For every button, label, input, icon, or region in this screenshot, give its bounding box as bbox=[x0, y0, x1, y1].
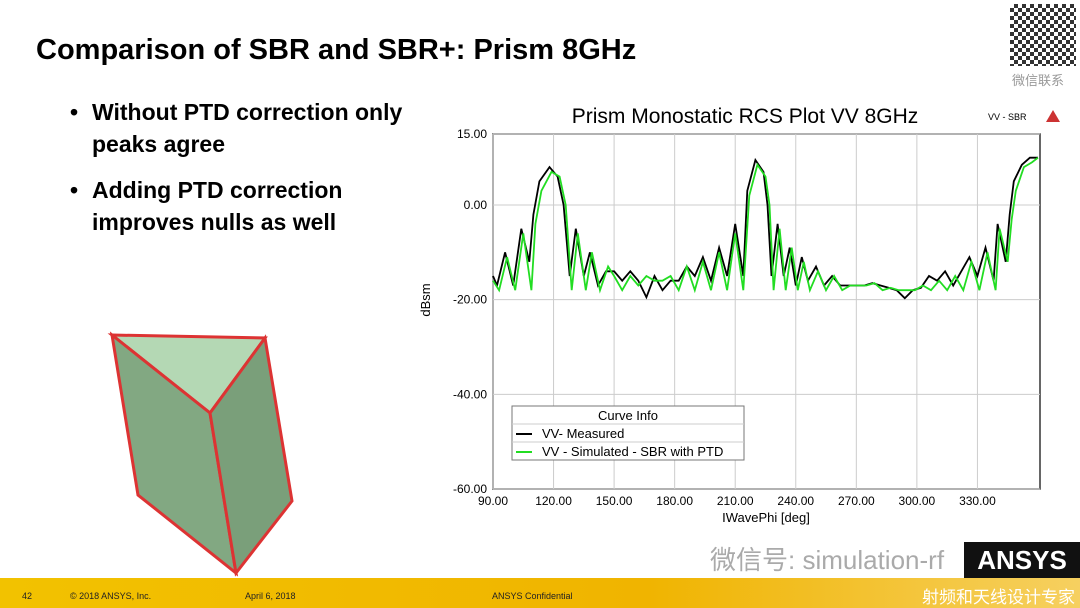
ansys-logo: ANSYS bbox=[964, 542, 1080, 578]
x-tick-label: 120.00 bbox=[535, 494, 572, 508]
y-tick-label: 15.00 bbox=[457, 127, 487, 141]
page-number: 42 bbox=[22, 591, 33, 601]
wechat-watermark: 微信号: simulation-rf bbox=[710, 545, 945, 575]
qr-label: 微信联系 bbox=[1012, 73, 1065, 88]
bullet-item: Adding PTD correction improves nulls as … bbox=[70, 174, 430, 238]
confidential: ANSYS Confidential bbox=[492, 591, 573, 601]
x-tick-label: 270.00 bbox=[838, 494, 875, 508]
series-simulated-line bbox=[492, 156, 1039, 294]
y-tick-label: -40.00 bbox=[453, 387, 487, 401]
y-tick-label: -20.00 bbox=[453, 293, 487, 307]
qr-code bbox=[1010, 4, 1076, 66]
legend-entry-simulated: VV - Simulated - SBR with PTD bbox=[542, 444, 723, 459]
corner-label: VV - SBR bbox=[988, 112, 1027, 122]
x-tick-label: 180.00 bbox=[656, 494, 693, 508]
rcs-chart: Prism Monostatic RCS Plot VV 8GHz VV - S… bbox=[418, 105, 1060, 525]
copyright: © 2018 ANSYS, Inc. bbox=[70, 591, 152, 601]
x-tick-label: 330.00 bbox=[959, 494, 996, 508]
footer: 42 © 2018 ANSYS, Inc. April 6, 2018 ANSY… bbox=[0, 578, 1080, 608]
x-tick-label: 240.00 bbox=[777, 494, 814, 508]
y-tick-label: -60.00 bbox=[453, 482, 487, 496]
x-tick-label: 210.00 bbox=[717, 494, 754, 508]
chart-title: Prism Monostatic RCS Plot VV 8GHz bbox=[572, 105, 919, 128]
prism-right-face bbox=[208, 334, 294, 577]
x-tick-label: 90.00 bbox=[478, 494, 508, 508]
ansys-icon bbox=[1046, 110, 1060, 122]
slide-title: Comparison of SBR and SBR+: Prism 8GHz bbox=[36, 34, 637, 66]
bullet-list: Without PTD correction only peaks agree … bbox=[70, 96, 430, 252]
prism-image bbox=[107, 331, 294, 577]
bullet-item: Without PTD correction only peaks agree bbox=[70, 96, 430, 160]
legend-title: Curve Info bbox=[598, 408, 658, 423]
x-tick-label: 150.00 bbox=[596, 494, 633, 508]
x-axis-label: IWavePhi [deg] bbox=[722, 510, 810, 525]
date: April 6, 2018 bbox=[245, 591, 296, 601]
y-axis-label: dBsm bbox=[418, 283, 433, 316]
legend-entry-measured: VV- Measured bbox=[542, 426, 624, 441]
x-tick-label: 300.00 bbox=[899, 494, 936, 508]
y-tick-label: 0.00 bbox=[464, 198, 488, 212]
legend: Curve Info VV- Measured VV - Simulated -… bbox=[511, 405, 745, 461]
tagline-watermark: 射频和天线设计专家 bbox=[922, 588, 1075, 607]
